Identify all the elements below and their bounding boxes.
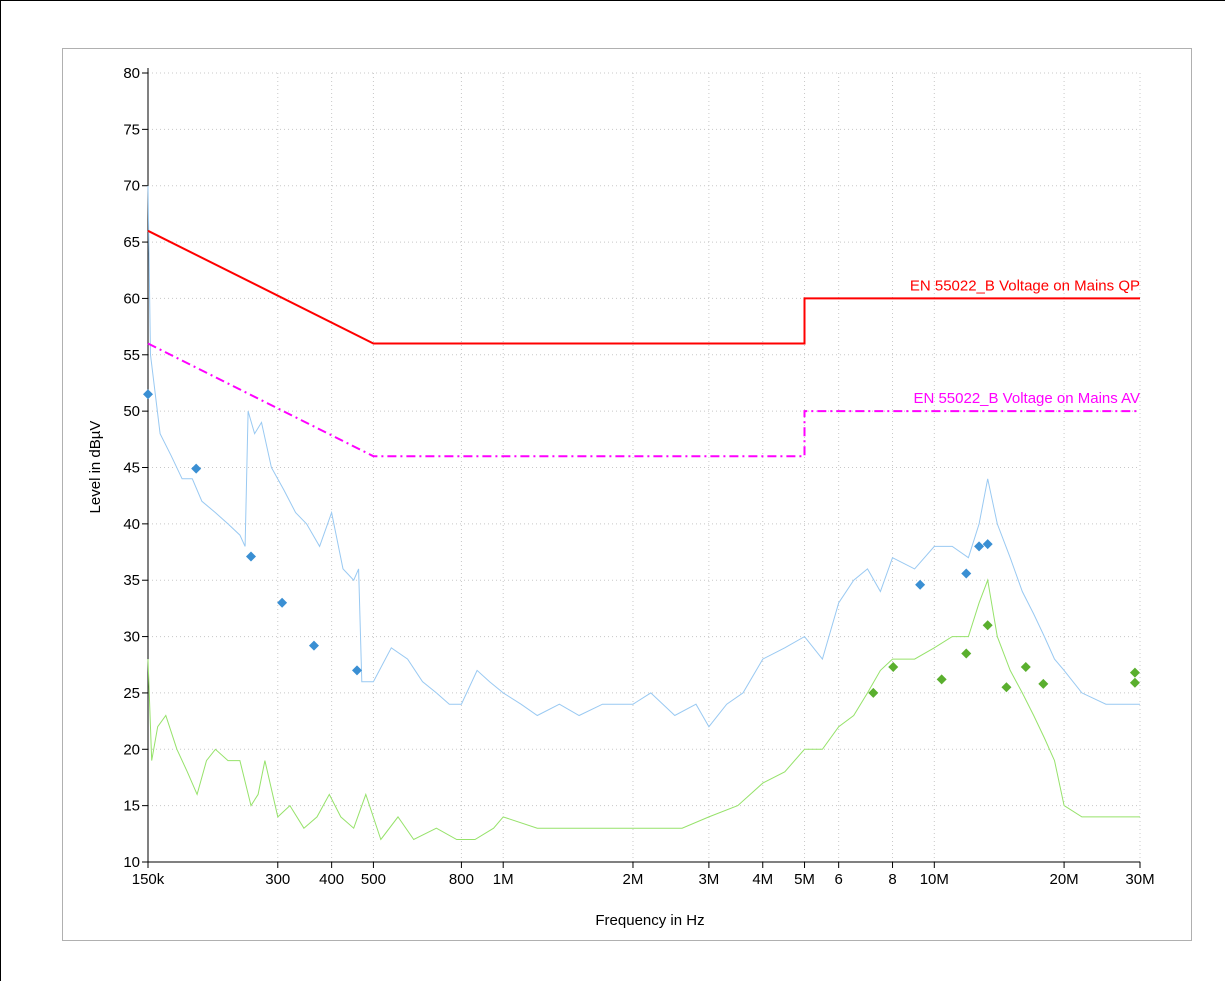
y-axis-label: Level in dBµV [87, 421, 104, 514]
series-line [148, 186, 1140, 727]
y-tick-label: 80 [123, 65, 140, 82]
y-tick-label: 15 [123, 798, 140, 815]
x-tick-label: 400 [319, 871, 344, 888]
series-label: EN 55022_B Voltage on Mains QP [910, 277, 1140, 294]
marker [246, 552, 256, 562]
marker [309, 641, 319, 651]
y-tick-label: 65 [123, 234, 140, 251]
series-line [148, 580, 1140, 839]
y-tick-label: 75 [123, 121, 140, 138]
x-tick-label: 1M [493, 871, 514, 888]
x-tick-label: 800 [449, 871, 474, 888]
marker [1021, 662, 1031, 672]
y-tick-label: 45 [123, 460, 140, 477]
marker [983, 539, 993, 549]
y-tick-label: 30 [123, 629, 140, 646]
series-label: EN 55022_B Voltage on Mains AV [913, 390, 1140, 407]
marker [277, 598, 287, 608]
y-tick-label: 35 [123, 572, 140, 589]
marker [937, 674, 947, 684]
x-tick-label: 30M [1125, 871, 1154, 888]
marker [1001, 682, 1011, 692]
marker [143, 389, 153, 399]
marker [1038, 679, 1048, 689]
x-tick-label: 150k [132, 871, 165, 888]
y-tick-label: 20 [123, 741, 140, 758]
marker [961, 568, 971, 578]
x-tick-label: 300 [265, 871, 290, 888]
marker [191, 464, 201, 474]
y-tick-label: 40 [123, 516, 140, 533]
y-tick-label: 50 [123, 403, 140, 420]
marker [1130, 668, 1140, 678]
marker [888, 662, 898, 672]
x-tick-label: 2M [623, 871, 644, 888]
x-tick-label: 8 [888, 871, 896, 888]
x-tick-label: 6 [834, 871, 842, 888]
marker [352, 665, 362, 675]
x-tick-label: 4M [752, 871, 773, 888]
marker [915, 580, 925, 590]
y-tick-label: 70 [123, 178, 140, 195]
marker [1130, 678, 1140, 688]
x-tick-label: 5M [794, 871, 815, 888]
marker [961, 648, 971, 658]
x-tick-label: 500 [361, 871, 386, 888]
panel-frame [63, 49, 1192, 941]
y-tick-label: 25 [123, 685, 140, 702]
y-tick-label: 55 [123, 347, 140, 364]
y-tick-label: 60 [123, 290, 140, 307]
y-tick-label: 10 [123, 854, 140, 871]
marker [974, 541, 984, 551]
marker [983, 620, 993, 630]
x-tick-label: 20M [1049, 871, 1078, 888]
x-tick-label: 10M [920, 871, 949, 888]
x-axis-label: Frequency in Hz [595, 912, 704, 929]
x-tick-label: 3M [698, 871, 719, 888]
